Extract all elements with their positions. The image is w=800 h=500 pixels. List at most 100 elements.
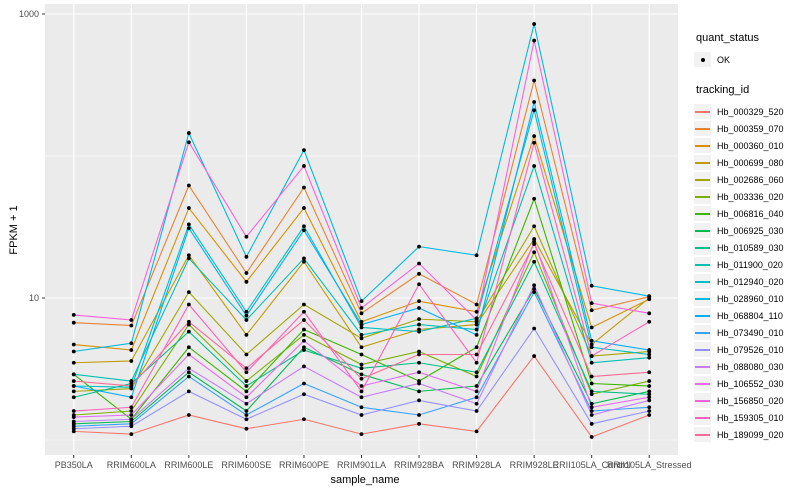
legend-label: Hb_012940_020 — [717, 276, 784, 287]
data-point — [186, 352, 191, 357]
series-color-line — [695, 298, 710, 300]
legend-item-tracking-id: Hb_010589_030 — [694, 239, 800, 256]
data-point — [71, 320, 76, 325]
data-point — [417, 381, 421, 386]
data-point — [244, 401, 249, 406]
data-point — [474, 395, 479, 400]
data-point — [244, 254, 249, 259]
data-point — [129, 413, 134, 417]
legend-label: Hb_011900_020 — [717, 259, 783, 270]
legend-item-tracking-id: Hb_011900_020 — [694, 256, 800, 273]
y-tick-label: 1000 — [19, 9, 39, 19]
data-point — [71, 409, 76, 413]
data-point — [302, 338, 306, 343]
data-point — [359, 319, 364, 324]
data-point — [186, 290, 191, 295]
data-point — [589, 421, 594, 426]
data-point — [244, 395, 249, 400]
data-point — [302, 185, 306, 190]
data-point — [417, 271, 421, 276]
data-point — [244, 379, 249, 383]
data-point — [532, 100, 537, 104]
legend-quant-status-items: OK — [694, 51, 800, 68]
data-point — [129, 417, 134, 422]
data-point — [532, 196, 537, 201]
data-point — [589, 435, 594, 439]
data-point — [186, 302, 191, 307]
data-point — [129, 323, 134, 328]
data-point — [302, 224, 306, 229]
data-point — [359, 384, 364, 388]
legend-label: Hb_073490_010 — [717, 327, 784, 338]
data-point — [647, 405, 652, 410]
data-point — [417, 329, 421, 334]
legend-title-tracking-id: tracking_id — [696, 84, 750, 96]
ok-point-icon — [700, 57, 705, 62]
legend-key-line-icon — [694, 104, 711, 119]
legend-key-line-icon — [694, 206, 711, 221]
data-point — [589, 283, 594, 288]
legend-label: Hb_068804_110 — [717, 310, 783, 321]
legend-key-line-icon — [694, 359, 711, 374]
legend-item-tracking-id: Hb_006816_040 — [694, 205, 800, 222]
data-point — [129, 341, 134, 346]
data-point — [186, 226, 191, 231]
data-point — [244, 366, 249, 371]
data-point — [417, 282, 421, 287]
data-point — [647, 311, 652, 316]
legend-item-tracking-id: Hb_002686_060 — [694, 171, 800, 188]
x-tick-label: RRIM600LE — [164, 460, 213, 470]
x-tick-label: PB350LA — [55, 460, 93, 470]
series-color-line — [695, 349, 710, 351]
data-point — [417, 421, 421, 426]
legend-label: Hb_000360_010 — [717, 140, 784, 151]
y-tick-label: 10 — [29, 293, 39, 303]
data-point — [244, 426, 249, 431]
data-point — [71, 349, 76, 354]
x-tick-label: RRII105LA_Stressed — [607, 460, 692, 470]
data-point — [244, 389, 249, 394]
data-point — [302, 381, 306, 386]
series-color-line — [695, 281, 710, 283]
data-point — [302, 348, 306, 352]
data-point — [244, 370, 249, 375]
data-point — [532, 134, 537, 139]
legend-item-tracking-id: Hb_106552_030 — [694, 375, 800, 392]
data-point — [302, 206, 306, 210]
data-point — [532, 38, 537, 43]
data-point — [474, 409, 479, 413]
data-point — [129, 318, 134, 322]
data-point — [302, 228, 306, 233]
data-point — [302, 364, 306, 369]
data-point — [359, 311, 364, 316]
data-point — [359, 389, 364, 394]
data-point — [589, 354, 594, 358]
data-point — [244, 271, 249, 275]
data-point — [359, 325, 364, 330]
data-point — [71, 313, 76, 317]
data-point — [359, 413, 364, 417]
data-point — [589, 360, 594, 365]
legend-label: Hb_000699_080 — [717, 157, 784, 168]
data-point — [417, 299, 421, 304]
data-point — [474, 384, 479, 388]
legend-key-line-icon — [694, 427, 711, 442]
data-point — [474, 429, 479, 434]
legend-item-tracking-id: Hb_159305_010 — [694, 409, 800, 426]
legend-title-quant-status: quant_status — [696, 32, 759, 44]
data-point — [359, 405, 364, 410]
legend-item-tracking-id: Hb_156850_020 — [694, 392, 800, 409]
data-point — [532, 354, 537, 358]
data-point — [302, 392, 306, 397]
x-tick-label: RRIM600LA — [107, 460, 156, 470]
legend-item-tracking-id: Hb_000359_070 — [694, 120, 800, 137]
data-point — [186, 206, 191, 210]
data-point — [129, 379, 134, 383]
series-color-line — [695, 145, 710, 147]
data-point — [647, 294, 652, 299]
data-point — [647, 370, 652, 375]
data-point — [532, 164, 537, 168]
legend-key-line-icon — [694, 410, 711, 425]
x-tick-label: RRIM600PE — [279, 460, 329, 470]
legend-label: Hb_010589_030 — [717, 242, 784, 253]
